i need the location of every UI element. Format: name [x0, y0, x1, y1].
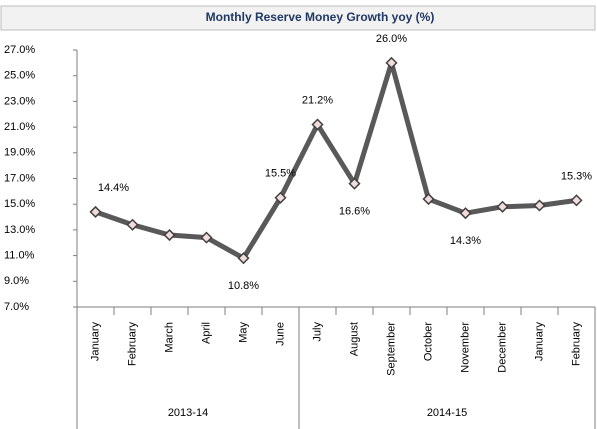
- x-tick-label: December: [496, 322, 508, 373]
- data-label: 16.6%: [339, 206, 370, 218]
- data-label: 15.5%: [265, 168, 296, 180]
- x-tick-label: June: [274, 322, 286, 346]
- marker: [311, 118, 324, 131]
- marker: [200, 231, 213, 244]
- marker: [237, 252, 250, 265]
- x-tick-label: March: [163, 322, 175, 353]
- marker: [422, 192, 435, 206]
- marker: [89, 205, 102, 218]
- y-tick-label: 23.0%: [4, 95, 35, 107]
- marker: [163, 228, 176, 242]
- x-tick-label: September: [385, 322, 397, 376]
- marker: [274, 191, 287, 204]
- marker: [496, 200, 509, 213]
- y-tick-label: 15.0%: [4, 198, 35, 210]
- x-tick-label: August: [348, 322, 360, 356]
- marker: [385, 56, 398, 69]
- marker: [126, 218, 139, 231]
- y-tick-label: 17.0%: [4, 172, 35, 184]
- x-tick-label: February: [570, 322, 582, 367]
- data-label: 15.3%: [561, 170, 592, 182]
- data-label: 21.2%: [302, 94, 333, 106]
- x-tick-label: February: [126, 322, 138, 367]
- data-label: 14.3%: [450, 235, 481, 247]
- x-tick-label: January: [89, 322, 101, 362]
- data-label: 10.8%: [228, 280, 259, 292]
- x-tick-label: July: [311, 322, 323, 342]
- x-tick-label: October: [422, 322, 434, 361]
- marker: [348, 177, 361, 190]
- x-tick-label: January: [533, 322, 545, 362]
- x-tick-label: May: [237, 322, 249, 343]
- y-tick-label: 19.0%: [4, 147, 35, 159]
- marker: [459, 207, 472, 220]
- x-tick-label: April: [200, 322, 212, 344]
- group-label: 2014-15: [427, 407, 467, 419]
- chart-title: Monthly Reserve Money Growth yoy (%): [206, 10, 435, 24]
- group-label: 2013-14: [168, 407, 208, 419]
- data-label: 14.4%: [98, 182, 129, 194]
- y-tick-label: 9.0%: [4, 275, 29, 287]
- x-tick-label: November: [459, 322, 471, 373]
- marker: [570, 194, 583, 207]
- title-bar: [0, 5, 596, 31]
- y-tick-label: 27.0%: [4, 44, 35, 56]
- marker: [533, 199, 546, 212]
- y-tick-label: 21.0%: [4, 121, 35, 133]
- line: [94, 60, 577, 261]
- y-tick-label: 25.0%: [4, 70, 35, 82]
- y-tick-label: 11.0%: [4, 250, 35, 262]
- data-label: 26.0%: [376, 33, 407, 45]
- y-tick-label: 7.0%: [4, 301, 29, 313]
- y-tick-label: 13.0%: [4, 224, 35, 236]
